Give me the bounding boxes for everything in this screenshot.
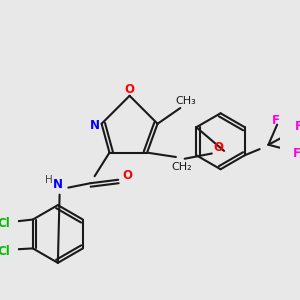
Text: N: N (90, 119, 100, 132)
Text: O: O (213, 141, 223, 154)
Text: F: F (272, 114, 279, 127)
Text: O: O (123, 169, 133, 182)
Text: Cl: Cl (0, 218, 11, 230)
Text: Cl: Cl (0, 245, 11, 258)
Text: H: H (45, 175, 53, 185)
Text: CH₂: CH₂ (172, 162, 192, 172)
Text: F: F (295, 120, 300, 133)
Text: CH₃: CH₃ (175, 96, 196, 106)
Text: F: F (292, 147, 300, 160)
Text: N: N (53, 178, 63, 191)
Text: O: O (124, 83, 135, 96)
